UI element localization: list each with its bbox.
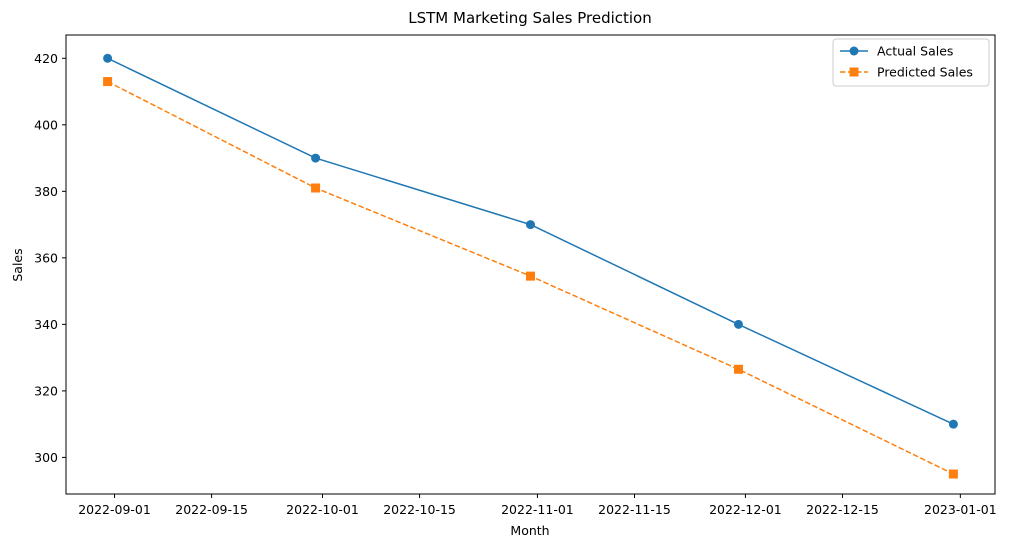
predicted-sales-point — [526, 271, 535, 281]
legend-label-0: Actual Sales — [877, 44, 953, 59]
x-tick-label: 2022-10-01 — [286, 502, 359, 517]
actual-sales-point — [948, 419, 958, 429]
x-axis-label: Month — [510, 523, 549, 538]
y-tick-label: 360 — [34, 250, 58, 265]
x-tick-label: 2022-11-15 — [598, 502, 671, 517]
y-tick-label: 380 — [34, 184, 58, 199]
plot-frame — [65, 34, 996, 495]
x-tick-label: 2022-11-01 — [501, 502, 574, 517]
predicted-sales-point — [103, 77, 113, 87]
legend-marker-circle — [849, 46, 859, 56]
predicted-sales-point — [733, 364, 743, 374]
y-tick-label: 320 — [34, 383, 58, 398]
x-tick-label: 2023-01-01 — [924, 502, 997, 517]
chart-title: LSTM Marketing Sales Prediction — [408, 9, 652, 27]
x-tick-label: 2022-12-15 — [806, 502, 879, 517]
actual-sales-point — [733, 319, 743, 329]
series-line-0 — [107, 57, 954, 425]
actual-sales-point — [103, 53, 113, 63]
y-axis-label: Sales — [10, 248, 25, 281]
predicted-sales-point — [311, 183, 321, 193]
x-tick-label: 2022-09-01 — [78, 502, 151, 517]
y-tick-label: 300 — [34, 450, 58, 465]
actual-sales-point — [311, 153, 321, 163]
x-tick-label: 2022-09-15 — [175, 502, 248, 517]
x-tick-label: 2022-12-01 — [709, 502, 782, 517]
y-tick-label: 340 — [34, 317, 58, 332]
legend-marker-square — [849, 67, 859, 77]
plot-area: 300 320 340 360 380 400 420 2022-09-01 2022-09-1… — [34, 34, 997, 517]
legend: Actual Sales Predicted Sales — [832, 38, 990, 87]
x-tick-label: 2022-10-15 — [383, 502, 456, 517]
series-layer — [103, 53, 958, 479]
y-tick-label: 420 — [34, 51, 58, 66]
y-tick-label: 400 — [34, 117, 58, 132]
predicted-sales-point — [948, 469, 958, 479]
legend-label-1: Predicted Sales — [877, 65, 973, 80]
actual-sales-point — [526, 220, 535, 230]
legend-box — [832, 38, 990, 87]
